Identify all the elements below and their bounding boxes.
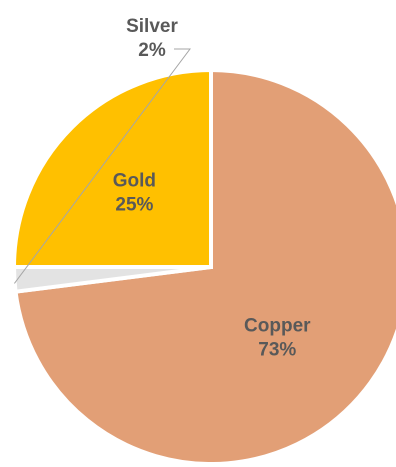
leader-line-silver — [13, 48, 191, 284]
slice-value-silver: 2% — [138, 40, 166, 61]
labels-layer: Copper 73% Silver 2% Gold 25% — [113, 16, 311, 361]
slice-label-gold: Gold — [113, 170, 156, 191]
slice-label-copper: Copper — [244, 316, 311, 337]
pie-slice-copper — [13, 67, 396, 466]
pie-slice-gold — [11, 67, 213, 269]
leader-lines-layer — [13, 48, 191, 284]
slice-value-gold: 25% — [115, 194, 153, 215]
slice-label-silver: Silver — [126, 16, 178, 37]
slices-layer — [11, 67, 396, 466]
slice-value-copper: 73% — [258, 340, 296, 361]
